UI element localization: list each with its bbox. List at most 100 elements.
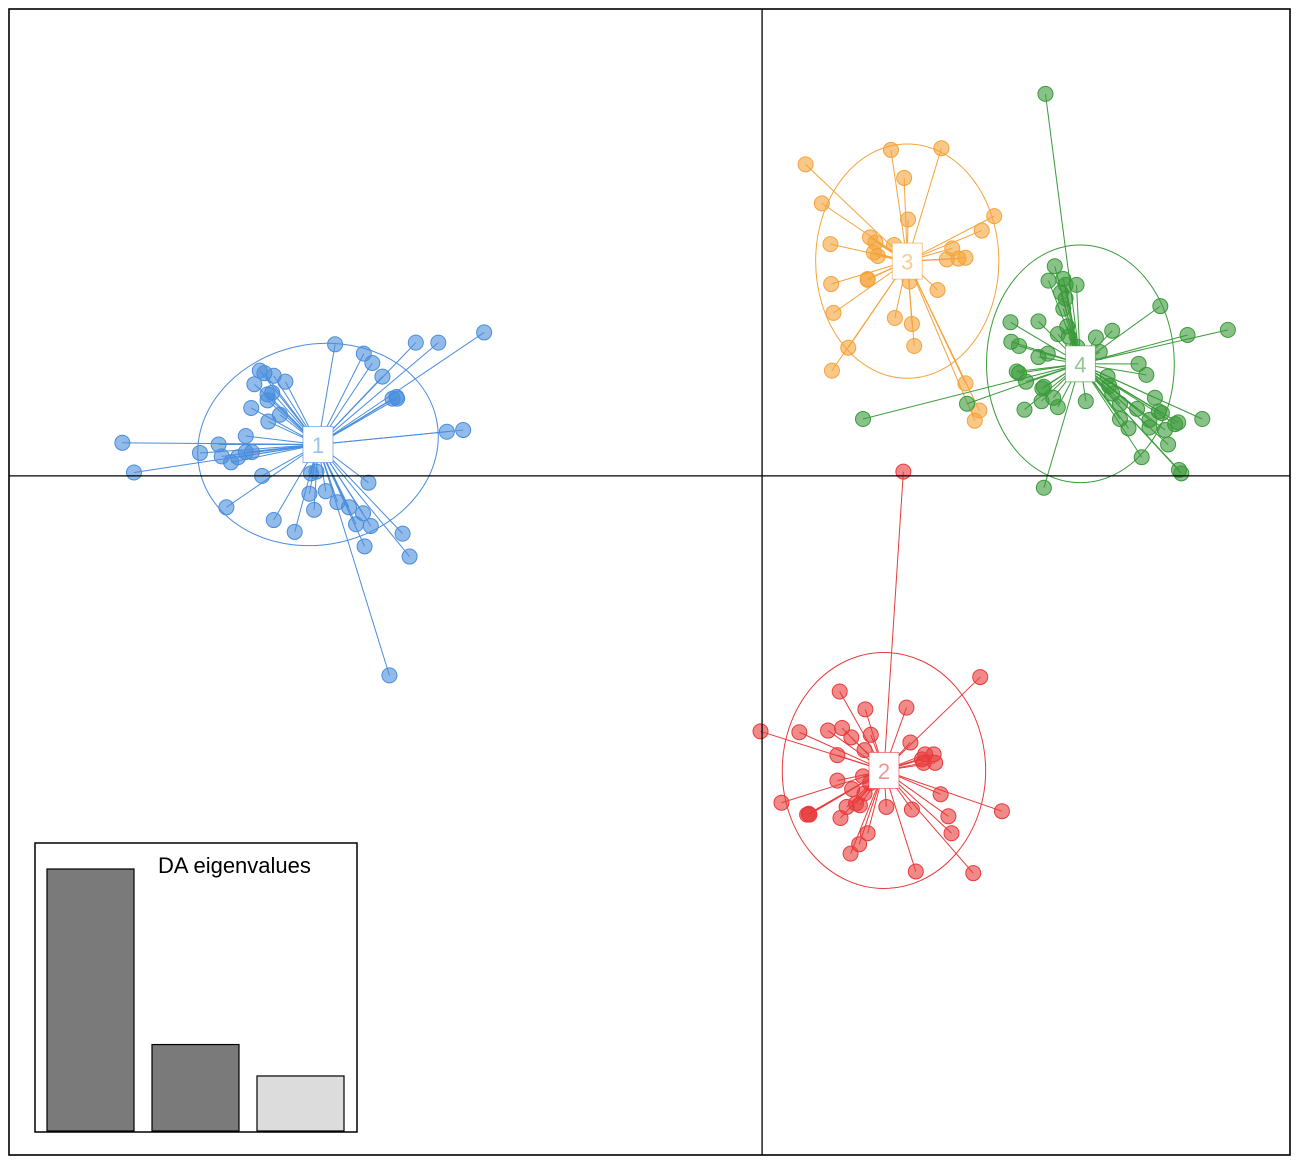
cluster-4-point <box>1040 272 1057 289</box>
cluster-1-point <box>374 368 391 385</box>
cluster-4-point <box>855 411 871 428</box>
cluster-1-point <box>407 334 424 351</box>
cluster-3-point <box>886 309 903 326</box>
cluster-1-point <box>306 501 323 518</box>
cluster-1-point <box>191 444 208 461</box>
cluster-2-point <box>791 724 808 741</box>
cluster-4-label: 4 <box>1064 345 1096 383</box>
cluster-3-spoke <box>890 149 908 262</box>
cluster-3-point <box>900 211 917 228</box>
cluster-1-point <box>243 399 260 416</box>
cluster-1-spoke <box>317 342 417 445</box>
cluster-1-spoke <box>317 342 439 445</box>
cluster-3-point <box>929 281 946 298</box>
cluster-3-point <box>823 362 840 379</box>
cluster-4-spoke <box>862 363 1081 420</box>
cluster-2-point <box>856 742 873 759</box>
cluster-1-point <box>360 474 377 491</box>
cluster-4-point <box>1046 258 1063 275</box>
cluster-1-label-box <box>302 425 334 463</box>
cluster-1-point <box>362 517 379 534</box>
cluster-1-point <box>244 444 261 461</box>
cluster-1-point <box>308 463 325 480</box>
cluster-4-point <box>1034 380 1051 397</box>
cluster-2-point <box>895 463 912 480</box>
cluster-4-point <box>1035 479 1052 496</box>
cluster-4-spoke <box>1080 363 1180 471</box>
cluster-2-point <box>943 825 960 842</box>
cluster-3-point <box>865 244 882 261</box>
cluster-2-point <box>898 699 915 716</box>
cluster-1-point <box>394 525 411 542</box>
cluster-4-point <box>1018 373 1035 390</box>
cluster-3-point <box>957 249 974 266</box>
cluster-4-spoke <box>1043 363 1081 488</box>
cluster-4-point <box>1011 338 1028 355</box>
cluster-4-point <box>1016 401 1033 418</box>
cluster-1-label-text: 1 <box>312 433 324 458</box>
cluster-4-label-box <box>1064 345 1096 383</box>
cluster-4-point <box>1179 326 1196 343</box>
cluster-2-point <box>831 683 848 700</box>
cluster-3-point <box>903 315 920 332</box>
cluster-4-ellipse <box>985 244 1175 484</box>
cluster-2-point <box>773 794 790 811</box>
cluster-1-point <box>355 345 372 362</box>
cluster-2-point <box>993 803 1010 820</box>
cluster-1-point <box>438 423 455 440</box>
cluster-2-point <box>859 825 876 842</box>
cluster-3-point <box>896 169 913 186</box>
cluster-2-spoke <box>883 471 904 771</box>
cluster-1-point <box>271 406 288 423</box>
cluster-3-point <box>957 375 974 392</box>
cluster-4-point <box>1120 420 1137 437</box>
eigenvalues-title: DA eigenvalues <box>158 853 311 878</box>
cluster-3-point <box>986 208 1003 225</box>
cluster-1-point <box>455 422 472 439</box>
cluster-2-point <box>940 808 957 825</box>
cluster-1-point <box>265 512 282 529</box>
cluster-2-point <box>843 729 860 746</box>
cluster-1-point <box>327 336 344 353</box>
cluster-4-point <box>1111 395 1128 412</box>
cluster-1-point <box>125 464 142 481</box>
clusters-layer <box>114 85 1236 889</box>
cluster-4-point <box>1039 345 1056 362</box>
cluster-1-point <box>355 505 372 522</box>
cluster-2-point <box>902 734 919 751</box>
cluster-1-point <box>341 499 358 516</box>
eigenvalue-bars <box>46 868 345 1132</box>
cluster-4-point <box>1045 389 1062 406</box>
cluster-2-point <box>829 772 846 789</box>
cluster-2-point <box>972 669 989 686</box>
cluster-1-point <box>401 548 418 565</box>
cluster-1-spoke <box>317 444 410 557</box>
cluster-3-spoke <box>906 260 976 421</box>
cluster-2-point <box>820 722 837 739</box>
cluster-4-point <box>1077 393 1094 410</box>
cluster-4-point <box>1129 400 1146 417</box>
cluster-4-point <box>1153 405 1170 422</box>
cluster-1-point <box>381 667 398 684</box>
cluster-1-point <box>246 376 263 393</box>
cluster-3-point <box>825 304 842 321</box>
cluster-3-spoke <box>906 148 942 262</box>
cluster-1-point <box>476 324 493 341</box>
cluster-4-point <box>1170 414 1187 431</box>
cluster-3-label: 3 <box>891 242 923 280</box>
cluster-4-point <box>1068 276 1085 293</box>
cluster-1-point <box>430 334 447 351</box>
plot-frame <box>8 8 1291 1156</box>
cluster-1-point <box>317 483 334 500</box>
cluster-1-point <box>356 538 373 555</box>
cluster-3-point <box>813 195 830 212</box>
cluster-4-point <box>1087 329 1104 346</box>
cluster-2-point <box>851 836 868 853</box>
cluster-4-point <box>1219 321 1236 338</box>
cluster-1-point <box>218 499 235 516</box>
cluster-4-point <box>1170 461 1187 478</box>
cluster-4-point <box>959 395 976 412</box>
cluster-4-point <box>1160 436 1177 453</box>
cluster-2-point <box>752 723 769 740</box>
